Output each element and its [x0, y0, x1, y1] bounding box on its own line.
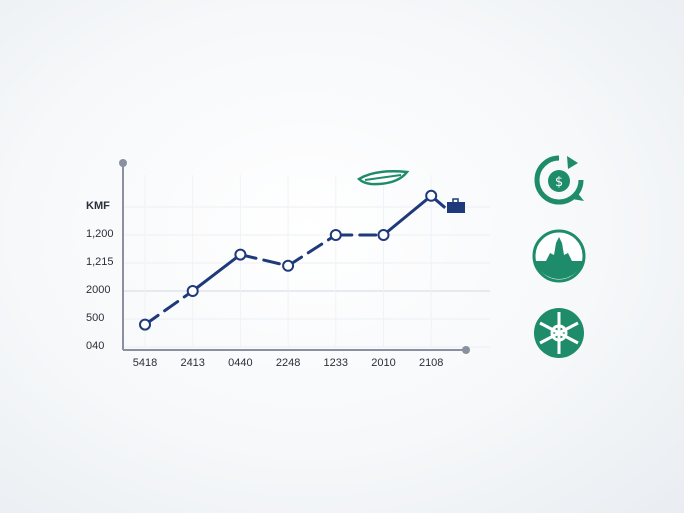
briefcase-icon [447, 198, 465, 213]
y-axis-end [119, 159, 127, 167]
data-point [186, 285, 199, 297]
data-point [425, 189, 438, 202]
data-point [234, 248, 247, 261]
x-axis-end [462, 346, 470, 354]
recycle-money-icon: $ [534, 155, 584, 205]
x-tick-label: 2108 [418, 357, 444, 369]
x-tick-label: 5418 [132, 357, 158, 369]
series-segment [238, 253, 290, 268]
series-segment [191, 253, 242, 293]
x-tick-label: 0440 [228, 357, 253, 369]
y-tick-label: 040 [86, 340, 105, 352]
y-tick-label: 500 [86, 312, 105, 324]
data-point [139, 318, 151, 331]
network-emblem-icon [534, 308, 584, 358]
series-segment [382, 194, 433, 237]
y-tick-label: 1,215 [86, 256, 114, 268]
data-point [329, 229, 342, 241]
plant-icon [532, 229, 586, 283]
y-tick-label: 2000 [86, 284, 111, 296]
x-tick-label: 2413 [180, 357, 205, 369]
series-segment [143, 289, 195, 327]
y-tick-label: KMF [86, 200, 110, 212]
x-tick-label: 2248 [275, 357, 301, 369]
leaf-icon [357, 170, 410, 186]
svg-text:$: $ [555, 175, 563, 190]
data-point [282, 259, 295, 272]
series-segment [286, 233, 338, 268]
data-point [377, 229, 390, 241]
x-tick-label: 1233 [323, 357, 349, 369]
y-tick-label: 1,200 [86, 228, 114, 240]
x-tick-label: 2010 [371, 357, 396, 369]
